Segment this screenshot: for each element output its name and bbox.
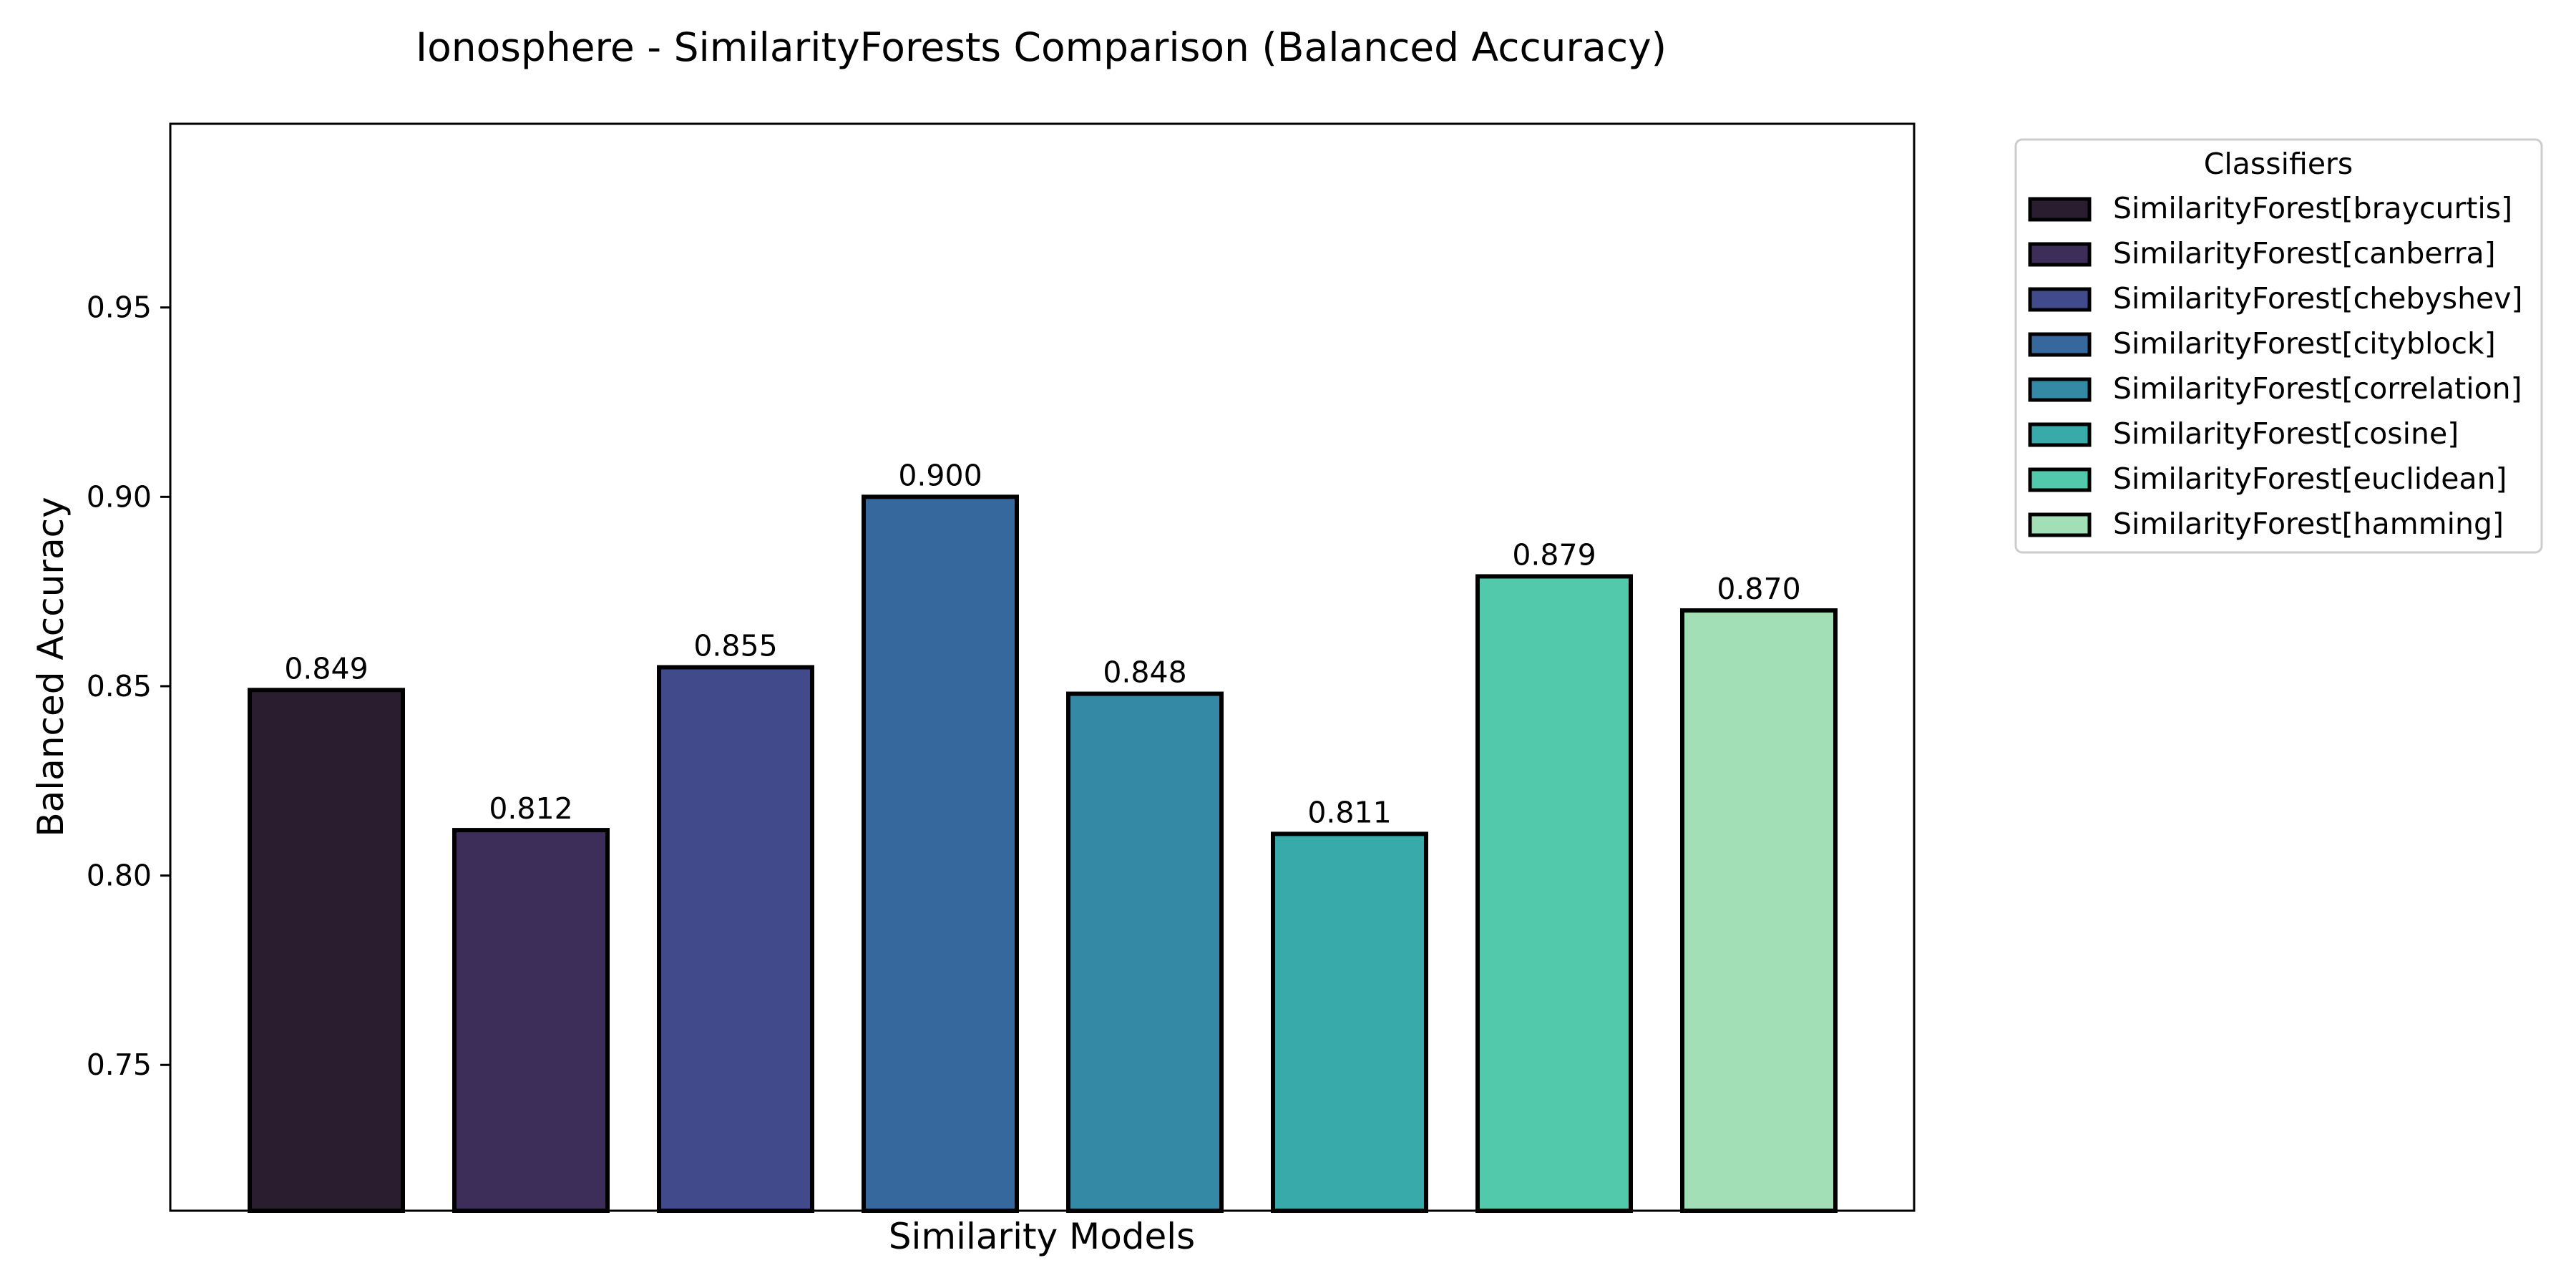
y-tick-label-3: 0.85 bbox=[87, 669, 152, 703]
legend-swatch-4 bbox=[2028, 332, 2092, 357]
legend-label-4: SimilarityForest[cityblock] bbox=[2113, 326, 2496, 361]
bar-2 bbox=[452, 828, 610, 1213]
legend-label-7: SimilarityForest[euclidean] bbox=[2113, 462, 2507, 496]
legend-swatch-3 bbox=[2028, 287, 2092, 312]
y-axis: 0.75 0.80 0.85 0.90 0.95 bbox=[87, 291, 170, 1082]
y-tick-label-5: 0.95 bbox=[87, 291, 152, 325]
legend-items: SimilarityForest[braycurtis] SimilarityFo… bbox=[2028, 191, 2523, 541]
legend-swatch-8 bbox=[2028, 512, 2092, 537]
y-tick-label-1: 0.75 bbox=[87, 1048, 152, 1082]
legend-swatch-5 bbox=[2028, 377, 2092, 402]
value-label-6: 0.811 bbox=[1307, 795, 1391, 829]
chart-title: Ionosphere - SimilarityForests Compariso… bbox=[416, 24, 1667, 70]
bar-1 bbox=[248, 688, 405, 1213]
legend-swatch-6 bbox=[2028, 422, 2092, 447]
value-label-7: 0.879 bbox=[1512, 537, 1596, 572]
plot-area-frame bbox=[169, 122, 1916, 1212]
legend-label-8: SimilarityForest[hamming] bbox=[2113, 507, 2504, 541]
bar-3 bbox=[657, 665, 814, 1213]
legend: Classifiers SimilarityForest[braycurtis]… bbox=[2014, 138, 2543, 554]
legend-label-2: SimilarityForest[canberra] bbox=[2113, 236, 2496, 270]
legend-label-1: SimilarityForest[braycurtis] bbox=[2113, 191, 2512, 225]
bars-group bbox=[248, 494, 1838, 1213]
bar-4 bbox=[862, 494, 1019, 1213]
y-tick-label-4: 0.90 bbox=[87, 479, 152, 514]
legend-swatch-1 bbox=[2028, 197, 2092, 222]
legend-frame bbox=[2014, 138, 2543, 554]
value-label-3: 0.855 bbox=[693, 629, 777, 663]
x-axis-label: Similarity Models bbox=[889, 1216, 1195, 1257]
value-label-2: 0.812 bbox=[489, 791, 572, 826]
value-label-5: 0.848 bbox=[1103, 655, 1186, 690]
bar-5 bbox=[1066, 691, 1224, 1213]
legend-swatch-2 bbox=[2028, 242, 2092, 267]
value-label-4: 0.900 bbox=[898, 458, 982, 492]
bar-8 bbox=[1680, 608, 1838, 1213]
bar-6 bbox=[1271, 831, 1428, 1213]
bar-7 bbox=[1475, 574, 1633, 1213]
legend-label-3: SimilarityForest[chebyshev] bbox=[2113, 281, 2523, 316]
y-axis-label: Balanced Accuracy bbox=[30, 497, 72, 836]
value-label-1: 0.849 bbox=[284, 651, 368, 686]
legend-label-6: SimilarityForest[cosine] bbox=[2113, 416, 2459, 451]
legend-title: Classifiers bbox=[2204, 147, 2353, 181]
legend-swatch-7 bbox=[2028, 467, 2092, 492]
value-labels-group: 0.849 0.812 0.855 0.900 0.848 0.811 0.879 0.870 bbox=[284, 458, 1800, 829]
value-label-8: 0.870 bbox=[1717, 572, 1800, 606]
legend-label-5: SimilarityForest[correlation] bbox=[2113, 371, 2522, 406]
y-tick-label-2: 0.80 bbox=[87, 859, 152, 893]
